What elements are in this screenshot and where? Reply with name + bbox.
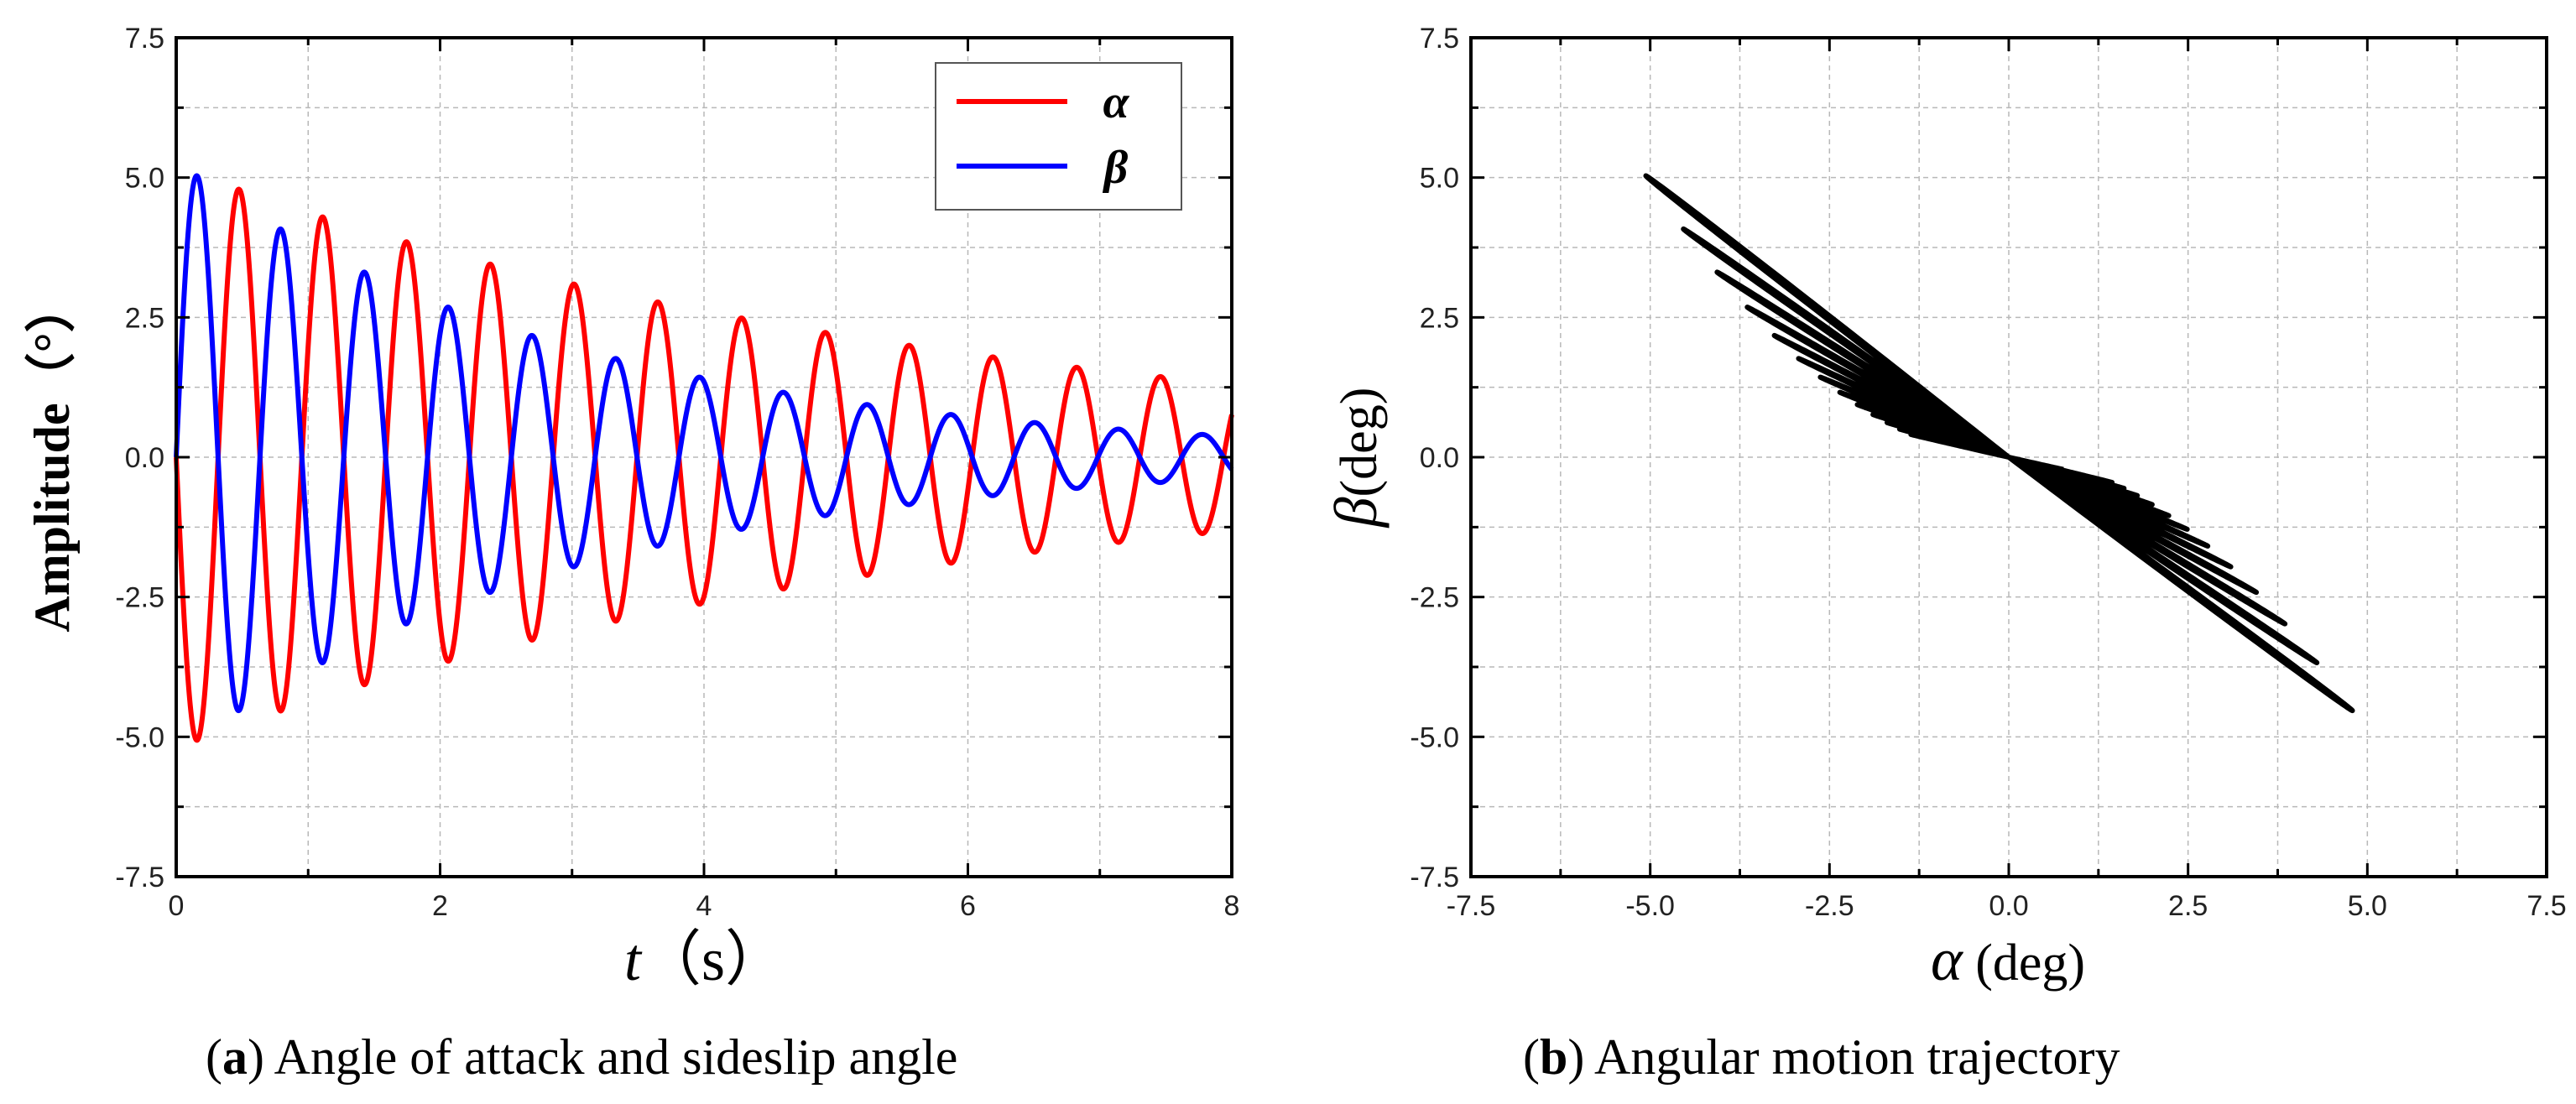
- a-x-tick-label: 0: [169, 890, 185, 922]
- panel-a-chart: 0 2 4 6 8 -7.5 -5.0 -2.5 0.0 2.5 5.0 7.5 α β Amplit…: [23, 23, 1239, 1085]
- caption-b-letter: b: [1540, 1029, 1567, 1085]
- b-x-tick-label: 7.5: [2526, 890, 2566, 922]
- trajectory-line: [1643, 173, 2355, 714]
- panel-a-x-axis-title: t（s）: [624, 926, 785, 993]
- legend-box: [935, 62, 1182, 211]
- caption-a-text: Angle of attack and sideslip angle: [264, 1029, 957, 1085]
- x-axis-variable-t: t: [624, 926, 643, 993]
- caption-a-letter: a: [222, 1029, 248, 1085]
- beta-series-line: [174, 173, 1234, 714]
- b-y-tick-label: -7.5: [1410, 862, 1459, 893]
- panel-b-gridlines: [1471, 38, 2547, 877]
- a-y-tick-label: -5.0: [115, 721, 164, 753]
- a-x-tick-label: 2: [432, 890, 448, 922]
- panel-a-ticks: 0 2 4 6 8 -7.5 -5.0 -2.5 0.0 2.5 5.0 7.5: [115, 23, 1239, 922]
- b-x-tick-label: 2.5: [2168, 890, 2208, 922]
- a-x-tick-label: 6: [960, 890, 976, 922]
- b-y-tick-label: 0.0: [1420, 442, 1459, 474]
- b-y-tick-label: -2.5: [1410, 582, 1459, 614]
- x-axis-unit-deg: (deg): [1963, 935, 2085, 992]
- y-axis-unit-deg: (deg): [1331, 388, 1388, 497]
- y-axis-variable-beta: β: [1322, 497, 1390, 529]
- panel-b-chart: -7.5 -5.0 -2.5 0.0 2.5 5.0 7.5 -7.5 -5.0 -2.5 0.0 2…: [1322, 23, 2567, 1085]
- panel-a-series: [174, 173, 1234, 743]
- a-y-tick-label: -2.5: [115, 582, 164, 614]
- caption-b: (b) Angular motion trajectory: [1523, 1029, 2120, 1085]
- panel-b-x-axis-title: α (deg): [1931, 926, 2085, 993]
- b-x-tick-label: -5.0: [1625, 890, 1675, 922]
- b-x-tick-label: 5.0: [2348, 890, 2387, 922]
- a-y-tick-label: 5.0: [125, 163, 164, 195]
- b-y-tick-label: -5.0: [1410, 721, 1459, 753]
- x-axis-variable-alpha: α: [1931, 926, 1963, 993]
- panel-b-y-axis-title: β(deg): [1322, 388, 1390, 529]
- a-y-tick-label: 7.5: [125, 23, 164, 55]
- caption-b-text: Angular motion trajectory: [1584, 1029, 2120, 1085]
- caption-a: (a) Angle of attack and sideslip angle: [206, 1029, 957, 1085]
- b-y-tick-label: 7.5: [1420, 23, 1459, 55]
- a-y-tick-label: -7.5: [115, 862, 164, 893]
- b-y-tick-label: 2.5: [1420, 302, 1459, 334]
- panel-b-series: [1643, 173, 2355, 714]
- a-x-tick-label: 8: [1224, 890, 1240, 922]
- legend-alpha-label: α: [1103, 76, 1130, 128]
- b-x-tick-label: -7.5: [1447, 890, 1496, 922]
- a-y-tick-label: 0.0: [125, 442, 164, 474]
- b-x-tick-label: 0.0: [1989, 890, 2028, 922]
- b-x-tick-label: -2.5: [1805, 890, 1854, 922]
- a-x-tick-label: 4: [696, 890, 712, 922]
- legend-beta-label: β: [1103, 142, 1129, 194]
- x-axis-unit-s: （s）: [641, 926, 785, 993]
- b-y-tick-label: 5.0: [1420, 163, 1459, 195]
- panel-b-ticks: -7.5 -5.0 -2.5 0.0 2.5 5.0 7.5 -7.5 -5.0 -2.5 0.0 2…: [1410, 23, 2566, 922]
- panel-a-legend: α β: [935, 62, 1182, 211]
- panel-a-y-axis-title: Amplitude（°）: [23, 282, 80, 632]
- a-y-tick-label: 2.5: [125, 302, 164, 334]
